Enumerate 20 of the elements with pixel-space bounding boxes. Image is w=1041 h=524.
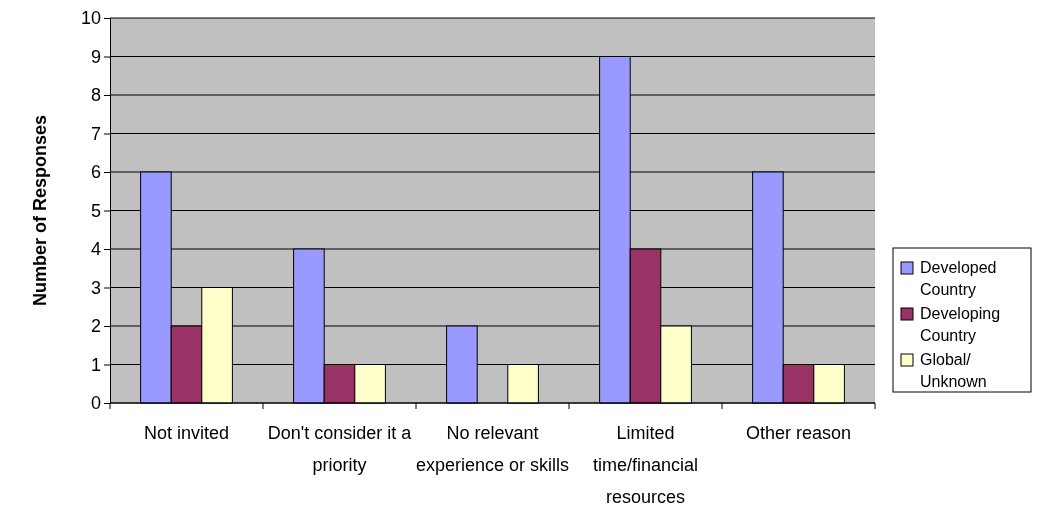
y-tick-label: 4 xyxy=(90,239,101,260)
y-tick-label: 5 xyxy=(90,200,101,221)
y-tick-label: 9 xyxy=(90,46,101,67)
x-tick-label: Don't consider it a priority xyxy=(267,423,413,475)
y-tick-label: 10 xyxy=(80,8,101,29)
y-tick-label: 7 xyxy=(90,123,101,144)
legend-label: Global/ Unknown xyxy=(920,351,987,390)
y-tick-label: 2 xyxy=(90,316,101,337)
y-tick-label: 1 xyxy=(90,354,101,375)
y-tick-label: 8 xyxy=(90,85,101,106)
y-tick-label: 3 xyxy=(90,277,101,298)
x-tick-label: Other reason xyxy=(745,423,852,443)
x-tick-label: Limited time/financial resources xyxy=(592,423,699,507)
y-tick-label: 0 xyxy=(90,393,101,414)
x-tick-label: Not invited xyxy=(143,423,230,443)
y-tick-label: 6 xyxy=(90,162,101,183)
y-axis-title: Number of Responses xyxy=(30,114,50,307)
x-tick-label: No relevant experience or skills xyxy=(415,423,570,475)
legend-label: Developing Country xyxy=(920,305,1001,344)
legend-label: Developed Country xyxy=(920,259,997,298)
